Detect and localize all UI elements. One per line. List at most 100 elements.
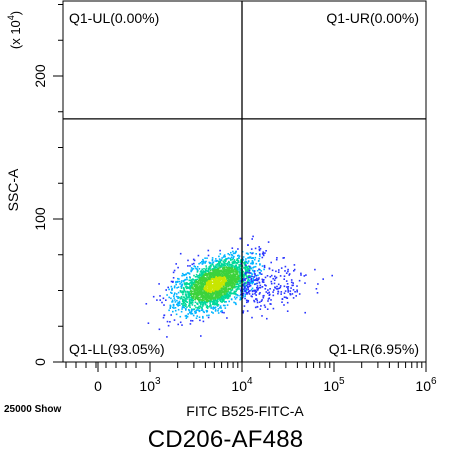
event-dot	[230, 275, 233, 277]
event-dot	[188, 279, 191, 282]
event-dot	[206, 279, 208, 281]
event-dot	[218, 296, 221, 299]
event-dot	[197, 281, 200, 283]
event-dot	[292, 282, 294, 284]
event-dot	[270, 261, 272, 264]
event-dot	[181, 280, 183, 282]
event-dot	[213, 275, 215, 277]
event-dot	[228, 269, 231, 272]
event-dot	[217, 282, 219, 284]
event-dot	[293, 264, 296, 266]
event-dot	[186, 306, 188, 308]
event-dot	[206, 276, 208, 278]
event-dot	[283, 292, 286, 294]
event-dot	[187, 313, 189, 315]
event-dot	[238, 270, 241, 273]
event-dot	[197, 279, 200, 282]
event-dot	[193, 262, 195, 265]
event-dot	[188, 296, 191, 298]
event-dot	[207, 267, 210, 270]
event-dot	[236, 266, 238, 268]
event-dot	[187, 259, 189, 262]
event-dot	[230, 278, 233, 280]
event-dot	[234, 282, 236, 284]
event-dot	[194, 283, 197, 286]
event-dot	[253, 290, 256, 292]
event-dot	[217, 312, 220, 314]
event-dot	[210, 300, 212, 303]
event-dot	[190, 290, 192, 293]
y-tick-label: 100	[32, 207, 48, 231]
event-dot	[235, 271, 237, 273]
event-dot	[232, 278, 235, 280]
event-dot	[224, 307, 227, 309]
event-dot	[187, 292, 189, 294]
event-dot	[243, 285, 246, 287]
event-dot	[253, 271, 256, 274]
event-dot	[244, 295, 246, 297]
event-dot	[217, 270, 219, 272]
event-dot	[194, 265, 196, 268]
event-dot	[238, 264, 240, 266]
event-dot	[216, 260, 218, 262]
event-dot	[176, 281, 179, 283]
event-dot	[222, 288, 224, 290]
event-dot	[194, 281, 197, 283]
event-dot	[276, 257, 278, 259]
event-dot	[158, 283, 160, 285]
event-dot	[201, 288, 204, 290]
event-dot	[181, 284, 183, 287]
event-dot	[170, 297, 172, 300]
event-dot	[194, 298, 196, 301]
event-dot	[218, 276, 220, 279]
event-dot	[226, 272, 229, 274]
event-dot	[180, 281, 183, 284]
event-dot	[247, 270, 249, 273]
event-dot	[220, 259, 223, 262]
event-dot	[180, 287, 183, 289]
event-dot	[186, 298, 188, 300]
event-dot	[228, 261, 231, 264]
event-dot	[230, 292, 232, 295]
event-dot	[331, 274, 333, 277]
event-dot	[145, 303, 148, 305]
event-dot	[255, 262, 258, 265]
event-dot	[230, 298, 233, 301]
event-dot	[200, 299, 203, 301]
event-dot	[247, 300, 249, 303]
plot-border	[62, 0, 427, 363]
event-dot	[236, 271, 239, 273]
event-dot	[212, 278, 214, 280]
event-dot	[264, 276, 267, 279]
event-dot	[228, 268, 230, 271]
y-axis-label: SSC-A	[5, 168, 21, 211]
event-dot	[201, 297, 204, 299]
event-dot	[225, 270, 228, 272]
event-dot	[246, 277, 248, 279]
event-dot	[272, 291, 274, 293]
event-dot	[198, 310, 201, 313]
event-dot	[236, 289, 238, 291]
event-dot	[181, 283, 184, 286]
event-dot	[213, 292, 215, 295]
event-dot	[221, 309, 223, 312]
event-dot	[224, 259, 227, 261]
event-dot	[271, 269, 274, 272]
event-dot	[213, 283, 216, 285]
event-dot	[239, 273, 242, 276]
event-dot	[243, 287, 246, 289]
event-dot	[267, 300, 269, 302]
event-dot	[223, 276, 226, 278]
event-dot	[185, 292, 187, 294]
event-dot	[197, 286, 200, 288]
event-dot	[208, 287, 211, 290]
event-dot	[185, 309, 187, 311]
event-dot	[198, 291, 201, 294]
event-dot	[182, 293, 184, 296]
event-dot	[194, 304, 196, 307]
event-dot	[192, 267, 195, 270]
event-dot	[251, 287, 254, 290]
event-dot	[183, 300, 185, 302]
event-dot	[247, 283, 249, 286]
event-dot	[190, 302, 192, 305]
